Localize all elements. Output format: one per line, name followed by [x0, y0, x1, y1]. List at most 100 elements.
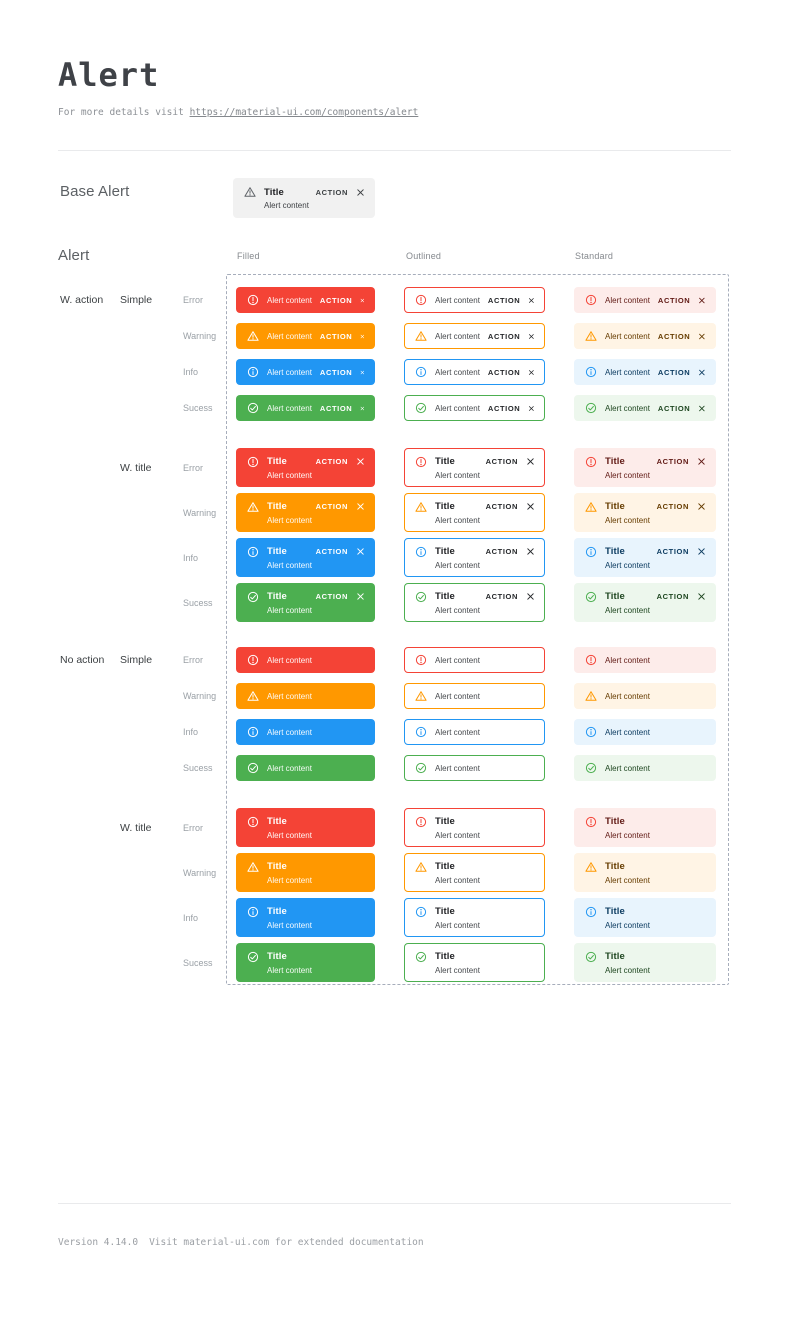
- action-button[interactable]: ACTION: [485, 592, 518, 601]
- column-header-standard: Standard: [575, 251, 614, 261]
- action-button[interactable]: ACTION: [487, 331, 521, 341]
- close-icon[interactable]: [356, 592, 365, 601]
- page-title: Alert: [58, 56, 160, 94]
- row-labels: W. title Error: [58, 808, 236, 847]
- action-button[interactable]: ACTION: [319, 403, 353, 413]
- base-alert-section: Base Alert Title ACTION Alert content: [58, 178, 731, 218]
- alert-grid-row: Sucess Alert content Alert content Alert co…: [58, 755, 731, 781]
- action-button[interactable]: ACTION: [315, 502, 348, 511]
- action-button[interactable]: ACTION: [319, 295, 353, 305]
- action-button[interactable]: ACTION: [485, 547, 518, 556]
- alert-content: Alert content: [605, 331, 650, 341]
- group-type-label: W. title: [120, 461, 152, 474]
- alert-content: Alert content: [435, 965, 480, 975]
- close-icon[interactable]: [360, 296, 365, 305]
- alert-title: Title: [435, 456, 455, 467]
- close-icon[interactable]: [526, 457, 535, 466]
- warning-icon: [415, 330, 427, 342]
- row-labels: Info: [58, 359, 236, 385]
- alert-content: Alert content: [267, 515, 312, 525]
- action-button[interactable]: ACTION: [657, 367, 691, 377]
- success-icon: [585, 591, 597, 603]
- close-icon[interactable]: [528, 296, 535, 305]
- action-button[interactable]: ACTION: [657, 295, 691, 305]
- close-icon[interactable]: [528, 368, 535, 377]
- action-button[interactable]: ACTION: [656, 502, 689, 511]
- warning-icon: [415, 501, 427, 513]
- severity-label: Warning: [183, 507, 217, 518]
- column-header-outlined: Outlined: [406, 251, 442, 261]
- action-button[interactable]: ACTION: [487, 403, 521, 413]
- action-button[interactable]: ACTION: [487, 367, 521, 377]
- action-button[interactable]: ACTION: [315, 187, 348, 197]
- action-button[interactable]: ACTION: [319, 331, 353, 341]
- action-button[interactable]: ACTION: [656, 457, 689, 466]
- action-button[interactable]: ACTION: [657, 331, 691, 341]
- alert-filled-error-titled: Title Alert content: [236, 808, 375, 847]
- close-icon[interactable]: [360, 368, 365, 377]
- alert-outlined-warning-simple-with-action: Alert content ACTION: [404, 323, 545, 349]
- action-button[interactable]: ACTION: [319, 367, 353, 377]
- group-action-label: W. action: [60, 294, 104, 306]
- error-icon: [415, 654, 427, 666]
- alert-content: Alert content: [605, 830, 650, 840]
- alert-grid-row: Info Alert content ACTION Alert content ACTI…: [58, 359, 731, 385]
- alert-group: No action Simple Error Alert content Alert c…: [58, 647, 731, 781]
- alert-group: W. action Simple Error Alert content ACTION A…: [58, 274, 731, 421]
- error-icon: [585, 456, 597, 468]
- close-icon[interactable]: [356, 547, 365, 556]
- alert-content: Alert content: [605, 920, 650, 930]
- close-icon[interactable]: [698, 296, 706, 305]
- alert-standard-error-simple: Alert content: [574, 647, 716, 673]
- alert-content: Alert content: [435, 727, 480, 737]
- success-icon: [415, 402, 427, 414]
- close-icon[interactable]: [526, 592, 535, 601]
- close-icon[interactable]: [356, 502, 365, 511]
- close-icon[interactable]: [528, 332, 535, 341]
- alert-content: Alert content: [267, 331, 312, 341]
- close-icon[interactable]: [698, 368, 706, 377]
- close-icon[interactable]: [528, 404, 535, 413]
- severity-label: Error: [183, 655, 203, 665]
- close-icon[interactable]: [698, 332, 706, 341]
- action-button[interactable]: ACTION: [485, 502, 518, 511]
- docs-link[interactable]: https://material-ui.com/components/alert: [189, 107, 419, 118]
- alert-grid-row: Warning Title ACTION Alert content Title ACTI…: [58, 493, 731, 532]
- close-icon[interactable]: [360, 332, 365, 341]
- action-button[interactable]: ACTION: [657, 403, 691, 413]
- close-icon[interactable]: [697, 457, 706, 466]
- close-icon[interactable]: [698, 404, 706, 413]
- warning-icon: [244, 186, 256, 198]
- row-labels: Warning: [58, 683, 236, 709]
- action-button[interactable]: ACTION: [656, 592, 689, 601]
- alert-title: Title: [267, 951, 287, 962]
- close-icon[interactable]: [360, 404, 365, 413]
- warning-icon: [415, 861, 427, 873]
- close-icon[interactable]: [697, 502, 706, 511]
- close-icon[interactable]: [526, 502, 535, 511]
- action-button[interactable]: ACTION: [656, 547, 689, 556]
- success-icon: [415, 951, 427, 963]
- close-icon[interactable]: [356, 188, 365, 197]
- action-button[interactable]: ACTION: [485, 457, 518, 466]
- close-icon[interactable]: [356, 457, 365, 466]
- action-button[interactable]: ACTION: [315, 457, 348, 466]
- action-button[interactable]: ACTION: [315, 592, 348, 601]
- severity-label: Info: [183, 727, 199, 737]
- action-button[interactable]: ACTION: [315, 547, 348, 556]
- base-alert-section-label: Base Alert: [60, 183, 130, 200]
- alert-outlined-success-simple: Alert content: [404, 755, 545, 781]
- error-icon: [247, 654, 259, 666]
- close-icon[interactable]: [697, 592, 706, 601]
- alert-section-label: Alert: [58, 247, 90, 264]
- row-labels: Warning: [58, 853, 236, 892]
- alert-outlined-info-simple-with-action: Alert content ACTION: [404, 359, 545, 385]
- warning-icon: [247, 501, 259, 513]
- info-icon: [247, 366, 259, 378]
- alert-content: Alert content: [267, 830, 312, 840]
- close-icon[interactable]: [697, 547, 706, 556]
- severity-label: Sucess: [183, 403, 213, 413]
- alert-outlined-success-titled: Title Alert content: [404, 943, 545, 982]
- action-button[interactable]: ACTION: [487, 295, 521, 305]
- close-icon[interactable]: [526, 547, 535, 556]
